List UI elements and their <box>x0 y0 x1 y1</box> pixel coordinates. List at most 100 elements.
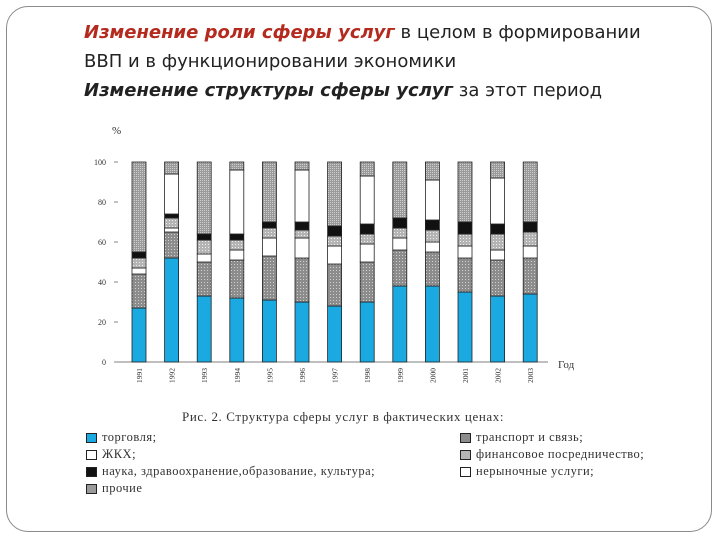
bar-segment-transport-1991 <box>131 273 147 309</box>
bar-segment-trade-1995 <box>261 299 277 363</box>
chart-legend: торговля; ЖКХ; наука, здравоохранение,об… <box>86 430 706 500</box>
bar-segment-science-1997 <box>327 225 343 237</box>
bar-segment-transport-2001 <box>457 257 473 293</box>
legend-swatch-nonmarket <box>460 466 471 477</box>
bar-segment-science-2001 <box>457 221 473 235</box>
y-axis-label: % <box>112 125 121 137</box>
bar-segment-nonmarket-1998 <box>359 175 375 225</box>
x-tick-label: 1993 <box>200 368 209 383</box>
x-tick-label: 1991 <box>135 368 144 383</box>
bar-segment-trade-1997 <box>327 305 343 363</box>
x-tick-label: 1995 <box>265 368 274 383</box>
bar-segment-housing-1998 <box>359 243 375 263</box>
bar-segment-other-1995 <box>261 161 277 223</box>
bar-segment-other-2002 <box>490 161 506 179</box>
bar-segment-transport-1996 <box>294 257 310 303</box>
bar-segment-science-1992 <box>164 213 180 219</box>
bar-segment-finance-1999 <box>392 227 408 239</box>
bar-segment-trade-2002 <box>490 295 506 363</box>
bar-segment-other-1997 <box>327 161 343 227</box>
heading-text-3: за этот период <box>453 80 603 101</box>
bar-segment-transport-2003 <box>522 257 538 295</box>
bar-segment-nonmarket-2002 <box>490 177 506 225</box>
legend-label-science: наука, здравоохранение,образование, куль… <box>102 464 376 478</box>
heading-emphasis-2: Изменение структуры сферы услуг <box>84 80 454 101</box>
bar-segment-nonmarket-2000 <box>424 179 440 221</box>
x-tick-label: 1998 <box>363 368 372 383</box>
bar-segment-finance-1997 <box>327 235 343 247</box>
bar-segment-housing-1993 <box>196 253 212 263</box>
bar-segment-trade-2003 <box>522 293 538 363</box>
bar-segment-finance-1994 <box>229 239 245 251</box>
legend-item-other: прочие <box>86 481 142 496</box>
bar-segment-other-1994 <box>229 161 245 171</box>
bar-segment-trade-1996 <box>294 301 310 363</box>
bar-segment-science-1998 <box>359 223 375 235</box>
bar-segment-other-1999 <box>392 161 408 219</box>
slide-heading: Изменение роли сферы услуг в целом в фор… <box>84 18 694 105</box>
legend-item-trade: торговля; <box>86 430 157 445</box>
bar-segment-other-2003 <box>522 161 538 223</box>
bar-segment-other-1998 <box>359 161 375 177</box>
bar-segment-finance-1998 <box>359 233 375 245</box>
bar-segment-housing-1999 <box>392 237 408 251</box>
y-tick-label: 40 <box>98 278 106 287</box>
bar-segment-science-2002 <box>490 223 506 235</box>
legend-label-nonmarket: нерыночные услуги; <box>476 464 595 478</box>
y-tick-label: 20 <box>98 318 106 327</box>
y-tick-label: 60 <box>98 238 106 247</box>
bar-segment-other-1996 <box>294 161 310 171</box>
x-axis-label: Год <box>558 359 575 371</box>
bar-segment-transport-1993 <box>196 261 212 297</box>
legend-label-housing: ЖКХ; <box>102 447 137 461</box>
bar-segment-finance-2000 <box>424 229 440 243</box>
legend-swatch-science <box>86 466 97 477</box>
bar-segment-housing-1994 <box>229 249 245 261</box>
legend-item-housing: ЖКХ; <box>86 447 136 462</box>
bar-segment-nonmarket-1996 <box>294 169 310 223</box>
bar-segment-trade-2001 <box>457 291 473 363</box>
legend-item-transport: транспорт и связь; <box>460 430 583 445</box>
bar-segment-finance-2002 <box>490 233 506 251</box>
bar-segment-housing-2002 <box>490 249 506 261</box>
bar-segment-transport-2002 <box>490 259 506 297</box>
bar-segment-science-2003 <box>522 221 538 233</box>
bar-segment-finance-1991 <box>131 257 147 269</box>
bar-segment-science-1999 <box>392 217 408 229</box>
x-tick-label: 1999 <box>396 368 405 383</box>
x-tick-label: 1996 <box>298 368 307 383</box>
x-tick-label: 2001 <box>461 368 470 383</box>
y-tick-label: 0 <box>102 358 106 367</box>
bar-segment-other-1992 <box>164 161 180 175</box>
bar-segment-finance-1993 <box>196 239 212 255</box>
bar-segment-housing-1995 <box>261 237 277 257</box>
bar-segment-trade-1991 <box>131 307 147 363</box>
legend-swatch-transport <box>460 432 471 443</box>
bar-segment-transport-2000 <box>424 251 440 287</box>
bar-segment-science-1993 <box>196 233 212 241</box>
bar-segment-housing-1991 <box>131 267 147 275</box>
bar-segment-trade-1992 <box>164 257 180 363</box>
heading-emphasis-1: Изменение роли сферы услуг <box>84 22 395 43</box>
bar-segment-transport-1999 <box>392 249 408 287</box>
bar-segment-finance-2003 <box>522 231 538 247</box>
bar-segment-transport-1995 <box>261 255 277 301</box>
bar-segment-transport-1998 <box>359 261 375 303</box>
bar-segment-science-1996 <box>294 221 310 231</box>
bar-segment-finance-2001 <box>457 233 473 247</box>
bar-segment-transport-1994 <box>229 259 245 299</box>
heading-line-2: ВВП и в функционировании экономики <box>84 51 457 72</box>
bar-segment-trade-1994 <box>229 297 245 363</box>
legend-label-finance: финансовое посредничество; <box>476 447 645 461</box>
bar-segment-housing-1996 <box>294 237 310 259</box>
bar-segment-science-1995 <box>261 221 277 229</box>
legend-item-finance: финансовое посредничество; <box>460 447 644 462</box>
x-tick-label: 2000 <box>428 368 437 383</box>
legend-label-other: прочие <box>102 481 143 495</box>
chart-title: Рис. 2. Структура сферы услуг в фактичес… <box>182 409 504 424</box>
legend-item-nonmarket: нерыночные услуги; <box>460 464 594 479</box>
legend-label-trade: торговля; <box>102 430 157 444</box>
bar-segment-trade-1999 <box>392 285 408 363</box>
legend-swatch-housing <box>86 449 97 460</box>
